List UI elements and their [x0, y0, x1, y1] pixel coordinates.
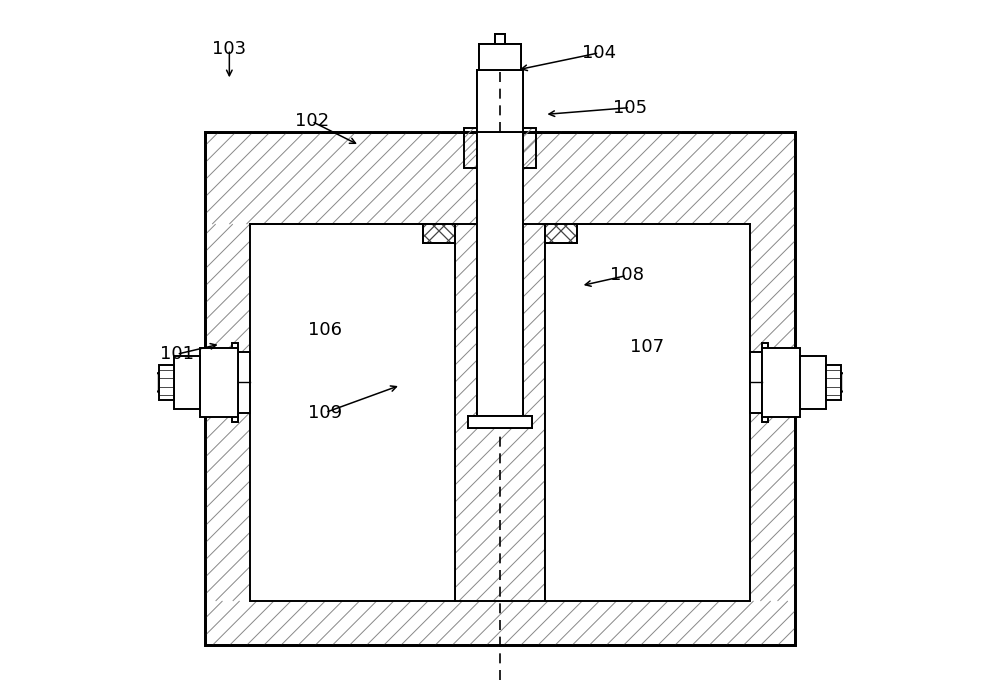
Bar	[800, 356, 826, 409]
Text: 109: 109	[308, 404, 342, 422]
Bar	[479, 44, 521, 70]
Bar	[250, 224, 455, 601]
Bar	[477, 128, 523, 168]
Bar	[423, 224, 455, 244]
Text: 106: 106	[308, 321, 342, 339]
Bar	[750, 352, 762, 413]
Text: 108: 108	[610, 266, 644, 284]
Bar	[468, 416, 532, 429]
Polygon shape	[841, 373, 854, 392]
Text: 102: 102	[295, 112, 329, 130]
Bar	[477, 131, 523, 416]
Text: 103: 103	[212, 41, 246, 58]
Bar	[238, 352, 250, 413]
Text: 105: 105	[613, 98, 647, 116]
Bar	[205, 131, 795, 645]
Bar	[205, 352, 250, 413]
Bar	[200, 348, 238, 417]
Bar	[477, 70, 523, 131]
Bar	[479, 44, 521, 70]
Bar	[762, 348, 800, 417]
Bar	[205, 131, 795, 645]
Bar	[750, 352, 795, 413]
Bar	[232, 343, 238, 422]
Bar	[495, 34, 505, 44]
Bar	[545, 224, 577, 244]
Text: 101: 101	[160, 345, 194, 363]
Bar	[423, 224, 455, 244]
Bar	[477, 131, 523, 416]
Bar	[159, 365, 174, 400]
Text: 107: 107	[630, 338, 664, 356]
Polygon shape	[146, 373, 159, 392]
Text: 104: 104	[582, 44, 616, 62]
Bar	[762, 343, 768, 422]
Bar	[174, 356, 200, 409]
Bar	[495, 34, 505, 44]
Bar	[468, 416, 532, 429]
Bar	[455, 224, 545, 601]
Bar	[545, 224, 577, 244]
Bar	[826, 365, 841, 400]
Bar	[477, 70, 523, 131]
Bar	[464, 128, 536, 168]
Bar	[545, 224, 750, 601]
